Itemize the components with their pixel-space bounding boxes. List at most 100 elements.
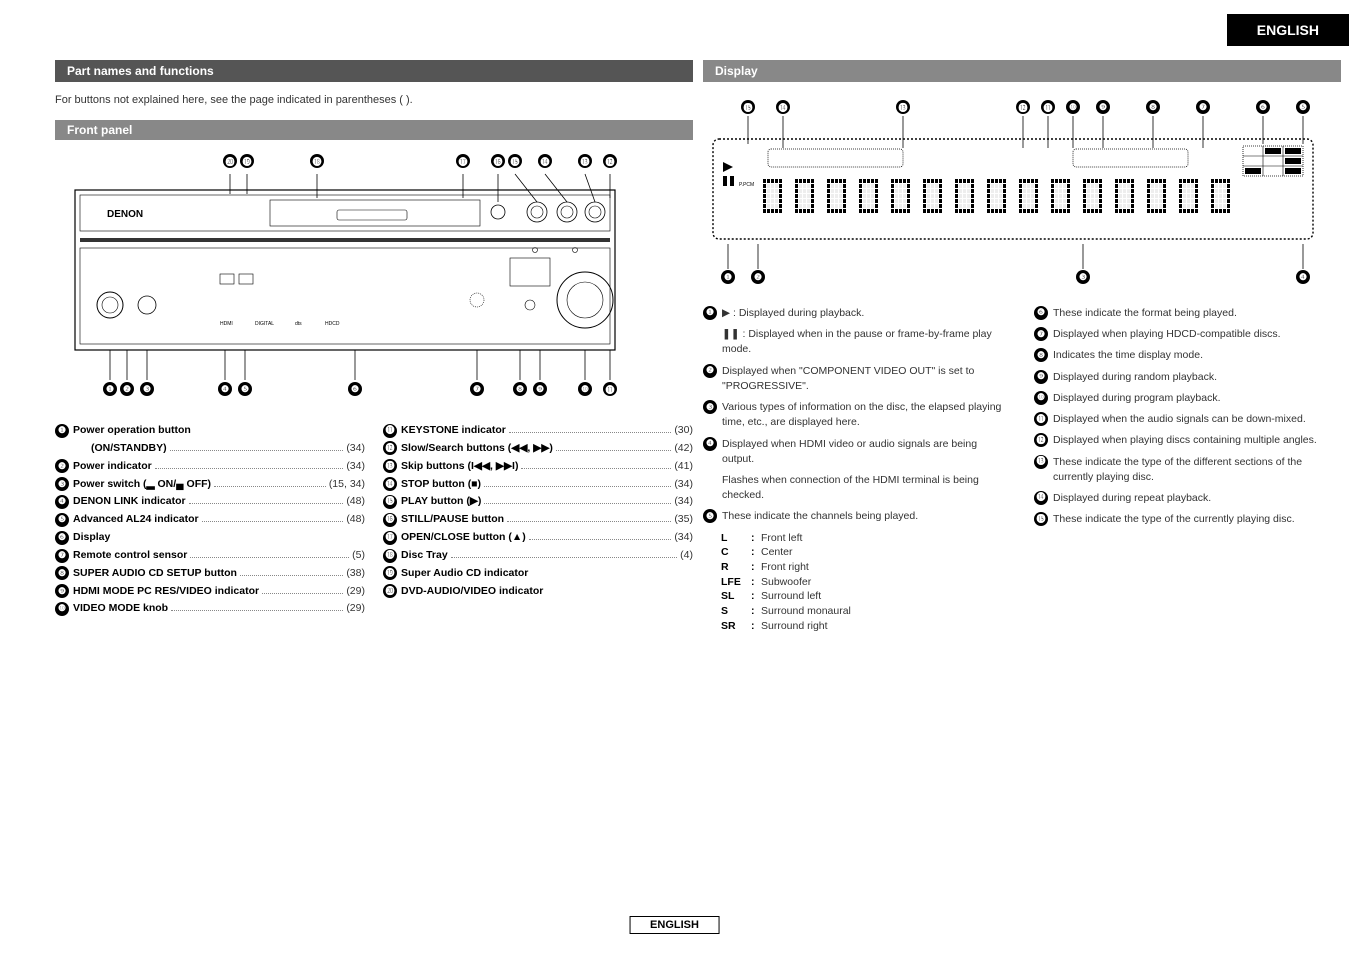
description-item: ❾ Displayed during random playback. xyxy=(1034,370,1341,385)
desc-number-icon: ❾ xyxy=(1034,370,1048,384)
channel-row: SR: Surround right xyxy=(721,619,1010,634)
legend-row: ❽SUPER AUDIO CD SETUP button(38) xyxy=(55,565,365,583)
callout-5: ❺ xyxy=(238,382,252,396)
legend-page: (34) xyxy=(674,476,693,494)
channel-row: R: Front right xyxy=(721,560,1010,575)
description-item: ❼Displayed when playing HDCD-compatible … xyxy=(1034,327,1341,342)
legend-label: Slow/Search buttons (◀◀, ▶▶) xyxy=(401,440,553,458)
svg-text:dts: dts xyxy=(295,321,302,327)
callout-13: ⓭ xyxy=(578,154,592,168)
legend-page: (4) xyxy=(680,547,693,565)
svg-text:P.PCM: P.PCM xyxy=(739,182,754,188)
description-item: Flashes when connection of the HDMI term… xyxy=(703,473,1010,503)
callout-17: ⓱ xyxy=(456,154,470,168)
desc-number-icon: ❺ xyxy=(703,509,717,523)
callout-19: ⓳ xyxy=(240,154,254,168)
callout-9: ❾ xyxy=(533,382,547,396)
legend-number-icon: ❷ xyxy=(55,459,69,473)
subsection-front-panel: Front panel xyxy=(55,120,693,140)
section-title-parts: Part names and functions xyxy=(55,60,693,82)
svg-text:HDCD: HDCD xyxy=(325,321,340,327)
legend-label: DENON LINK indicator xyxy=(73,493,186,511)
callout-16: ⓰ xyxy=(491,154,505,168)
legend-page: (38) xyxy=(346,565,365,583)
d-callout-15: ⓯ xyxy=(741,100,755,114)
d-callout-11: ⓫ xyxy=(1041,100,1055,114)
desc-text: Indicates the time display mode. xyxy=(1053,348,1341,363)
language-tab: ENGLISH xyxy=(1227,14,1349,46)
svg-text:DIGITAL: DIGITAL xyxy=(255,321,274,327)
legend-page: (35) xyxy=(674,511,693,529)
legend-label: Disc Tray xyxy=(401,547,448,565)
front-panel-diagram: DENON HDMI xyxy=(55,150,693,410)
legend-page: (48) xyxy=(346,511,365,529)
svg-text:DENON: DENON xyxy=(107,209,143,220)
description-item: ❿Displayed during program playback. xyxy=(1034,391,1341,406)
channel-row: C: Center xyxy=(721,545,1010,560)
d-callout-8: ❽ xyxy=(1146,100,1160,114)
footer-language: ENGLISH xyxy=(629,916,720,934)
desc-text: ▶ : Displayed during playback. xyxy=(722,306,1010,321)
callout-2: ❷ xyxy=(120,382,134,396)
legend-label: (ON/STANDBY) xyxy=(91,440,167,458)
legend-page: (29) xyxy=(346,583,365,601)
d-callout-9: ❾ xyxy=(1096,100,1110,114)
legend-number-icon: ⓯ xyxy=(383,495,397,509)
legend-number-icon: ❹ xyxy=(55,495,69,509)
description-item: ❷Displayed when "COMPONENT VIDEO OUT" is… xyxy=(703,364,1010,394)
desc-text: Displayed during random playback. xyxy=(1053,370,1341,385)
desc-number-icon: ❽ xyxy=(1034,348,1048,362)
legend-row: ⓭Skip buttons (I◀◀, ▶▶I)(41) xyxy=(383,458,693,476)
legend-number-icon: ❾ xyxy=(55,584,69,598)
legend-label: Skip buttons (I◀◀, ▶▶I) xyxy=(401,458,518,476)
d-callout-12: ⓬ xyxy=(1016,100,1030,114)
svg-text:HDMI: HDMI xyxy=(220,321,233,327)
legend-number-icon: ❿ xyxy=(55,602,69,616)
legend-page: (34) xyxy=(346,458,365,476)
right-column: Display xyxy=(703,60,1341,633)
d-callout-13: ⓭ xyxy=(896,100,910,114)
legend-row: ⓮STOP button (■)(34) xyxy=(383,476,693,494)
legend-label: Power switch (▂ ON/▄ OFF) xyxy=(73,476,211,494)
description-item: ❚❚ : Displayed when in the pause or fram… xyxy=(703,327,1010,357)
legend-number-icon: ❺ xyxy=(55,513,69,527)
description-item: ⓯These indicate the type of the currentl… xyxy=(1034,512,1341,527)
channel-row: SL: Surround left xyxy=(721,589,1010,604)
description-item: ❹Displayed when HDMI video or audio sign… xyxy=(703,437,1010,467)
front-panel-legend: ❶Power operation button(ON/STANDBY)(34)❷… xyxy=(55,422,693,618)
legend-label: Remote control sensor xyxy=(73,547,187,565)
description-item: ⓮Displayed during repeat playback. xyxy=(1034,491,1341,506)
desc-number-icon: ⓯ xyxy=(1034,512,1048,526)
d-callout-1: ❶ xyxy=(721,270,735,284)
callout-4: ❹ xyxy=(218,382,232,396)
desc-number-icon: ❻ xyxy=(1034,306,1048,320)
legend-label: Super Audio CD indicator xyxy=(401,565,528,583)
legend-page: (5) xyxy=(352,547,365,565)
legend-label: Display xyxy=(73,529,110,547)
legend-page: (30) xyxy=(674,422,693,440)
callout-15: ⓯ xyxy=(508,154,522,168)
description-item: ❸Various types of information on the dis… xyxy=(703,400,1010,430)
description-item: ❽ Indicates the time display mode. xyxy=(1034,348,1341,363)
legend-number-icon: ⓬ xyxy=(383,441,397,455)
description-item: ⓬Displayed when playing discs containing… xyxy=(1034,433,1341,448)
callout-11: ⓫ xyxy=(603,382,617,396)
desc-text: These indicate the type of the different… xyxy=(1053,455,1341,485)
desc-number-icon: ❼ xyxy=(1034,327,1048,341)
legend-number-icon: ⓲ xyxy=(383,549,397,563)
d-callout-5: ❺ xyxy=(1296,100,1310,114)
desc-number-icon: ❿ xyxy=(1034,391,1048,405)
legend-number-icon: ⓱ xyxy=(383,531,397,545)
description-item: ⓫Displayed when the audio signals can be… xyxy=(1034,412,1341,427)
legend-row: ⓳Super Audio CD indicator xyxy=(383,565,693,583)
callout-12: ⓬ xyxy=(603,154,617,168)
legend-label: STILL/PAUSE button xyxy=(401,511,504,529)
callout-1: ❶ xyxy=(103,382,117,396)
legend-label: STOP button (■) xyxy=(401,476,481,494)
legend-label: SUPER AUDIO CD SETUP button xyxy=(73,565,237,583)
d-callout-3: ❸ xyxy=(1076,270,1090,284)
legend-row: ⓰STILL/PAUSE button(35) xyxy=(383,511,693,529)
desc-number-icon: ⓫ xyxy=(1034,412,1048,426)
legend-page: (29) xyxy=(346,600,365,618)
desc-text: These indicate the channels being played… xyxy=(722,509,1010,524)
